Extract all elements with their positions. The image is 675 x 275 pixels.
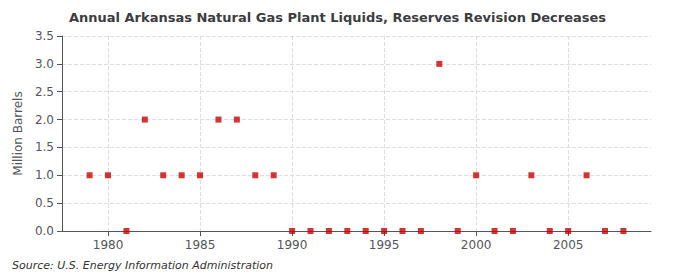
svg-text:2.5: 2.5 <box>35 85 54 99</box>
svg-text:2000: 2000 <box>461 238 492 252</box>
svg-text:Source: U.S. Energy Informatio: Source: U.S. Energy Information Administ… <box>12 259 273 272</box>
svg-text:0.0: 0.0 <box>35 224 54 238</box>
svg-text:1990: 1990 <box>277 238 308 252</box>
svg-text:Annual Arkansas Natural Gas Pl: Annual Arkansas Natural Gas Plant Liquid… <box>69 10 606 25</box>
svg-text:1.5: 1.5 <box>35 140 54 154</box>
svg-text:0.5: 0.5 <box>35 196 54 210</box>
svg-text:1980: 1980 <box>93 238 124 252</box>
svg-text:1.0: 1.0 <box>35 168 54 182</box>
svg-text:2.0: 2.0 <box>35 113 54 127</box>
svg-text:3.5: 3.5 <box>35 29 54 43</box>
svg-text:1985: 1985 <box>185 238 216 252</box>
svg-text:2005: 2005 <box>553 238 584 252</box>
svg-text:Million Barrels: Million Barrels <box>11 91 25 175</box>
svg-text:3.0: 3.0 <box>35 57 54 71</box>
svg-text:1995: 1995 <box>369 238 400 252</box>
